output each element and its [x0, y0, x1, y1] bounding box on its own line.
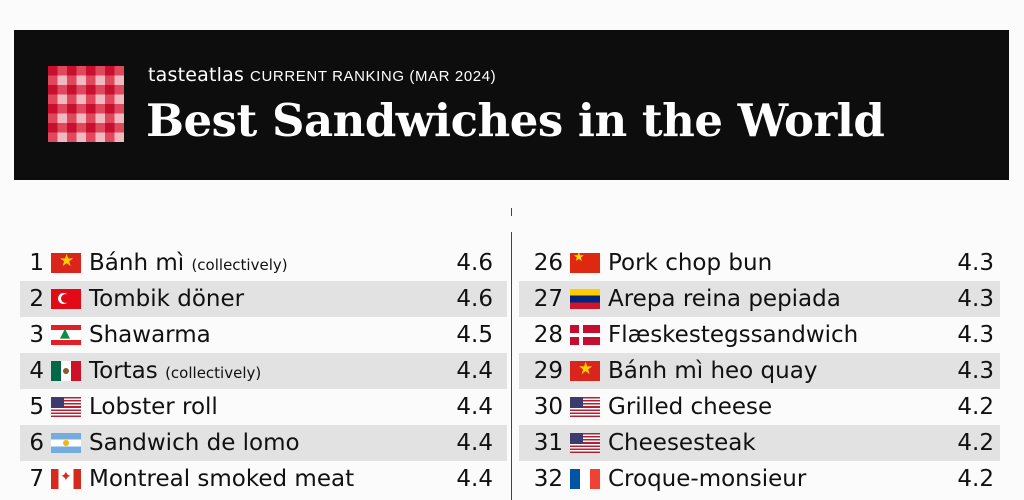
dish-name-text: Pork chop bun [608, 250, 773, 276]
dish-name: Grilled cheese [608, 394, 1000, 420]
rating-score: 4.2 [957, 394, 994, 420]
dish-name-text: Sandwich de lomo [89, 430, 300, 456]
venezuela-flag-icon [570, 289, 600, 309]
ranking-row: 7 Montreal smoked meat 4.4 [20, 461, 507, 497]
usa-flag-icon [570, 433, 600, 453]
vietnam-flag-icon [51, 253, 81, 273]
lebanon-flag-icon [51, 325, 81, 345]
rank-number: 28 [533, 322, 563, 348]
page-title: Best Sandwiches in the World [146, 94, 885, 147]
denmark-flag-icon [570, 325, 600, 345]
rank-number: 1 [29, 250, 44, 276]
canada-flag-icon [51, 469, 81, 489]
dish-note: (collectively) [165, 364, 262, 382]
dish-name-text: Lobster roll [89, 394, 218, 420]
rank-number: 3 [29, 322, 44, 348]
mexico-flag-icon [51, 361, 81, 381]
dish-name: Montreal smoked meat [89, 466, 507, 492]
dish-name-text: Shawarma [89, 322, 211, 348]
rating-score: 4.4 [456, 394, 493, 420]
brand-name: tasteatlas [148, 64, 245, 86]
ranking-row: 3 Shawarma 4.5 [20, 317, 507, 353]
ranking-row: 2 Tombik döner 4.6 [20, 281, 507, 317]
usa-flag-icon [570, 397, 600, 417]
rank-number: 26 [533, 250, 563, 276]
turkey-flag-icon [51, 289, 81, 309]
rating-score: 4.3 [957, 286, 994, 312]
column-divider [511, 232, 512, 500]
rating-score: 4.4 [456, 466, 493, 492]
argentina-flag-icon [51, 433, 81, 453]
dish-name-text: Tortas [89, 358, 158, 384]
ranking-row: 31 Cheesesteak 4.2 [519, 425, 1000, 461]
rating-score: 4.6 [456, 250, 493, 276]
rank-number: 7 [29, 466, 44, 492]
ranking-list-right: 26 Pork chop bun 4.3 27 Arepa reina pepiada 4… [519, 245, 1000, 497]
dish-name-text: Bánh mì heo quay [608, 358, 818, 384]
dish-name: Pork chop bun [608, 250, 1000, 276]
dish-name: Sandwich de lomo [89, 430, 507, 456]
dish-note: (collectively) [191, 256, 288, 274]
ranking-subtitle: CURRENT RANKING (MAR 2024) [250, 68, 497, 85]
rank-number: 4 [29, 358, 44, 384]
dish-name: Cheesesteak [608, 430, 1000, 456]
rank-number: 6 [29, 430, 44, 456]
ranking-row: 32 Croque-monsieur 4.2 [519, 461, 1000, 497]
dish-name: Croque-monsieur [608, 466, 1000, 492]
dish-name-text: Bánh mì [89, 250, 185, 276]
usa-flag-icon [51, 397, 81, 417]
ranking-row: 30 Grilled cheese 4.2 [519, 389, 1000, 425]
dish-name: Bánh mì heo quay [608, 358, 1000, 384]
ranking-row: 27 Arepa reina pepiada 4.3 [519, 281, 1000, 317]
rank-number: 27 [533, 286, 563, 312]
rating-score: 4.2 [957, 466, 994, 492]
dish-name-text: Grilled cheese [608, 394, 773, 420]
rating-score: 4.3 [957, 250, 994, 276]
column-divider-tick [511, 208, 512, 216]
rank-number: 29 [533, 358, 563, 384]
dish-name-text: Montreal smoked meat [89, 466, 355, 492]
dish-name: Bánh mì (collectively) [89, 250, 507, 276]
dish-name-text: Flæskestegssandwich [608, 322, 859, 348]
header-banner: tasteatlas CURRENT RANKING (MAR 2024) Bes… [14, 30, 1009, 180]
rating-score: 4.4 [456, 430, 493, 456]
vietnam-flag-icon [570, 361, 600, 381]
rating-score: 4.3 [957, 322, 994, 348]
dish-name: Arepa reina pepiada [608, 286, 1000, 312]
rank-number: 32 [533, 466, 563, 492]
dish-name-text: Croque-monsieur [608, 466, 807, 492]
rank-number: 30 [533, 394, 563, 420]
rating-score: 4.2 [957, 430, 994, 456]
ranking-row: 29 Bánh mì heo quay 4.3 [519, 353, 1000, 389]
dish-name-text: Arepa reina pepiada [608, 286, 841, 312]
rating-score: 4.3 [957, 358, 994, 384]
dish-name-text: Cheesesteak [608, 430, 756, 456]
rating-score: 4.4 [456, 358, 493, 384]
dish-name: Tortas (collectively) [89, 358, 507, 384]
brand-line: tasteatlas CURRENT RANKING (MAR 2024) [148, 64, 496, 86]
ranking-row: 4 Tortas (collectively) 4.4 [20, 353, 507, 389]
dish-name: Shawarma [89, 322, 507, 348]
france-flag-icon [570, 469, 600, 489]
ranking-row: 26 Pork chop bun 4.3 [519, 245, 1000, 281]
rating-score: 4.5 [456, 322, 493, 348]
dish-name: Tombik döner [89, 286, 507, 312]
dish-name: Flæskestegssandwich [608, 322, 1000, 348]
ranking-row: 28 Flæskestegssandwich 4.3 [519, 317, 1000, 353]
rank-number: 5 [29, 394, 44, 420]
ranking-row: 1Bánh mì (collectively)4.6 [20, 245, 507, 281]
checkered-tablecloth-icon [48, 66, 124, 142]
china-flag-icon [570, 253, 600, 273]
rank-number: 2 [29, 286, 44, 312]
ranking-row: 6 Sandwich de lomo 4.4 [20, 425, 507, 461]
rank-number: 31 [533, 430, 563, 456]
ranking-row: 5 Lobster roll 4.4 [20, 389, 507, 425]
rating-score: 4.6 [456, 286, 493, 312]
dish-name-text: Tombik döner [89, 286, 245, 312]
dish-name: Lobster roll [89, 394, 507, 420]
